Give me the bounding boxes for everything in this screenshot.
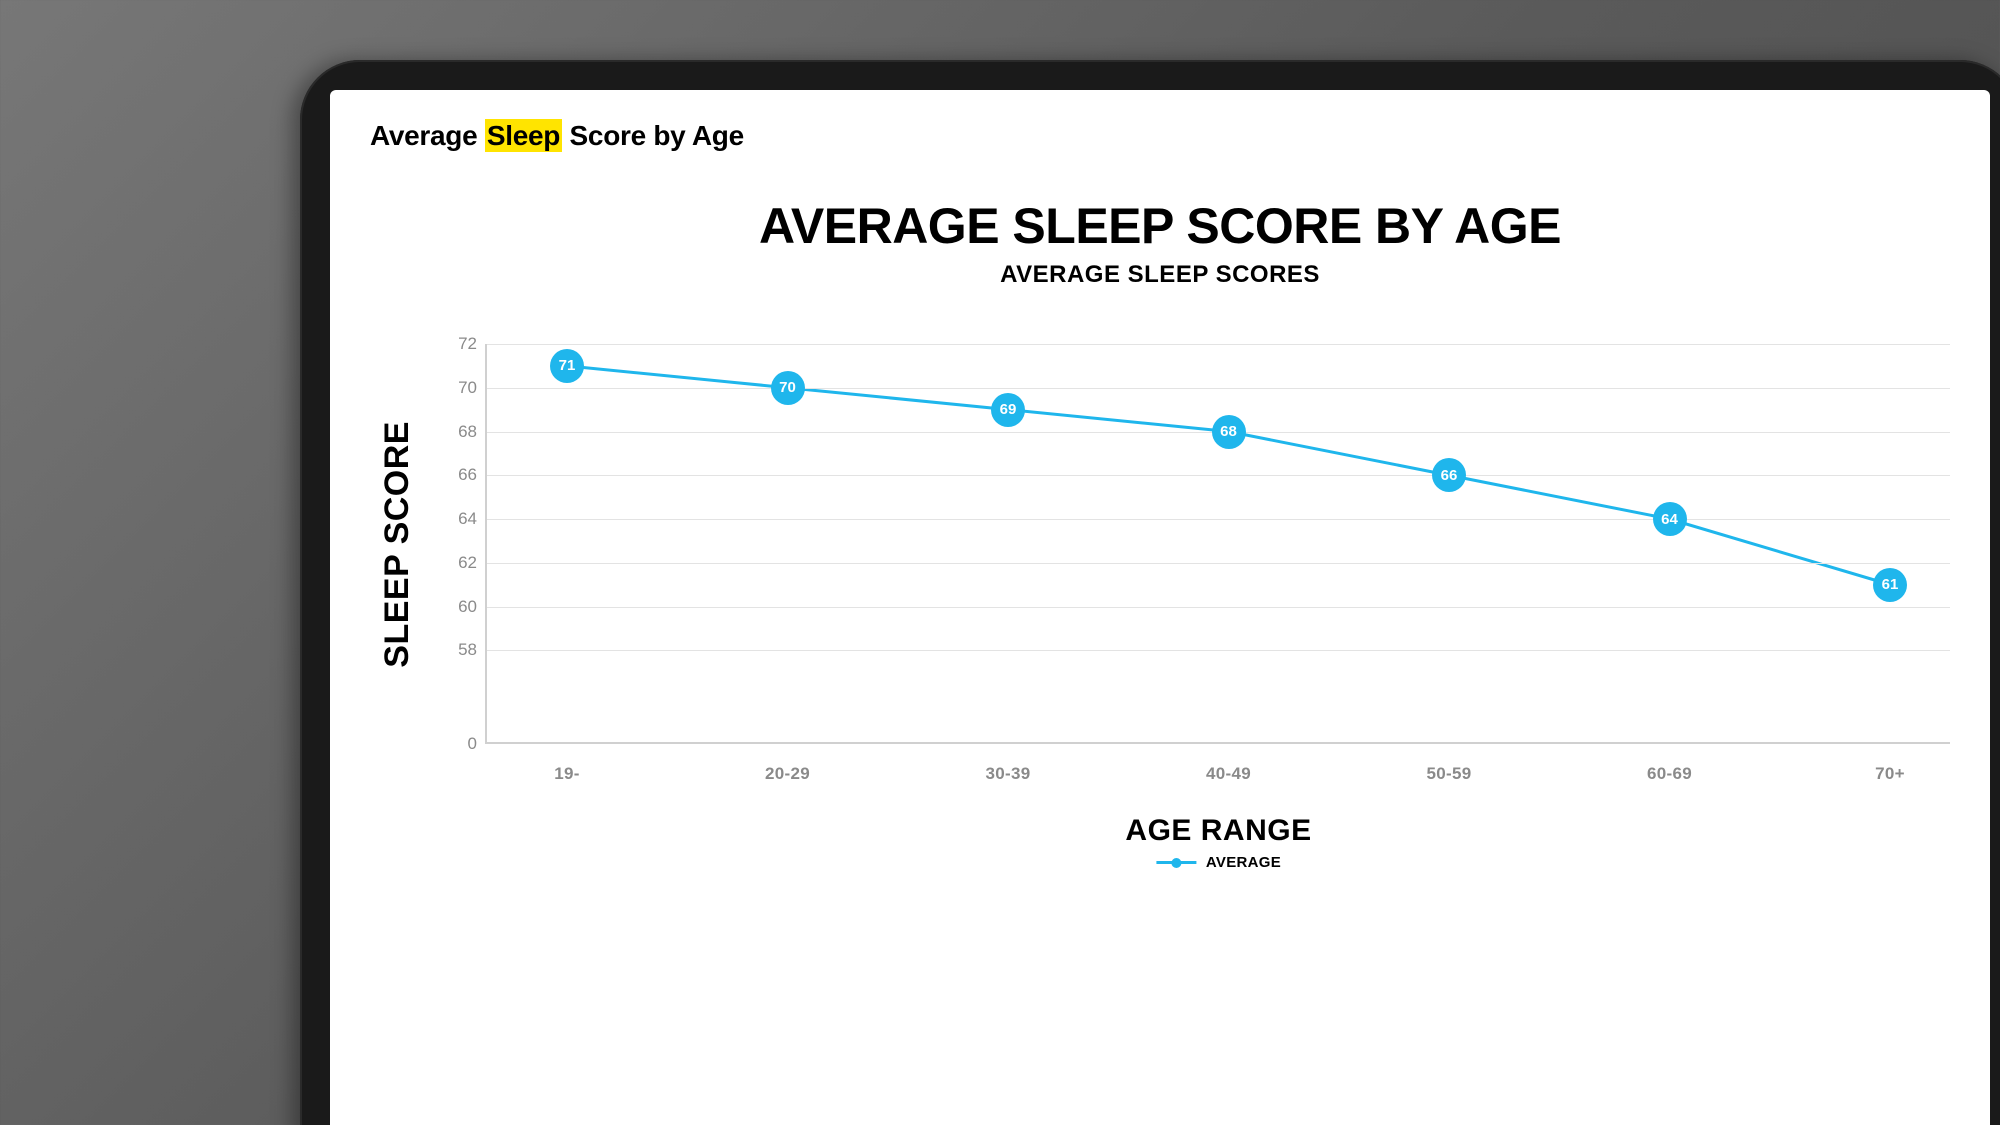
- y-tick-label: 70: [458, 378, 477, 398]
- chart-subtitle: AVERAGE SLEEP SCORES: [370, 261, 1950, 289]
- chart-container: AVERAGE SLEEP SCORE BY AGE AVERAGE SLEEP…: [370, 197, 1950, 904]
- gridline: [487, 650, 1950, 651]
- page-title-pre: Average: [370, 120, 485, 151]
- y-tick-label: 60: [458, 597, 477, 617]
- x-tick-label: 30-39: [986, 764, 1031, 784]
- x-tick-label: 19-: [554, 764, 579, 784]
- data-point: 70: [771, 371, 805, 405]
- data-point: 71: [550, 349, 584, 383]
- data-point: 64: [1653, 502, 1687, 536]
- x-tick-label: 50-59: [1427, 764, 1472, 784]
- gridline: [487, 475, 1950, 476]
- x-tick-label: 40-49: [1206, 764, 1251, 784]
- data-point-marker-icon: 69: [991, 393, 1025, 427]
- line-path-svg: [487, 344, 1950, 742]
- data-point: 69: [991, 393, 1025, 427]
- x-tick-label: 20-29: [765, 764, 810, 784]
- data-point-label: 69: [1000, 401, 1017, 418]
- plot-area: AGE RANGE AVERAGE 19-20-2930-3940-4950-5…: [485, 344, 1950, 744]
- y-tick-label: 64: [458, 509, 477, 529]
- y-axis-title: SLEEP SCORE: [370, 421, 425, 668]
- y-tick-label: 72: [458, 334, 477, 354]
- data-point: 61: [1873, 568, 1907, 602]
- gridline: [487, 388, 1950, 389]
- gridline: [487, 344, 1950, 345]
- y-tick-label: 58: [458, 640, 477, 660]
- data-point-label: 70: [779, 379, 796, 396]
- gridline: [487, 607, 1950, 608]
- y-tick-label: 0: [468, 734, 477, 754]
- data-point-marker-icon: 71: [550, 349, 584, 383]
- data-point-marker-icon: 66: [1432, 458, 1466, 492]
- y-axis-ticks: 05860626466687072: [425, 344, 485, 744]
- y-tick-label: 62: [458, 553, 477, 573]
- y-tick-label: 66: [458, 465, 477, 485]
- gridline: [487, 563, 1950, 564]
- data-point-label: 68: [1220, 423, 1237, 440]
- data-point-label: 66: [1441, 467, 1458, 484]
- x-tick-label: 70+: [1875, 764, 1905, 784]
- data-point-label: 64: [1661, 511, 1678, 528]
- legend-label: AVERAGE: [1206, 854, 1281, 871]
- x-axis-title: AGE RANGE: [1125, 814, 1311, 848]
- x-tick-label: 60-69: [1647, 764, 1692, 784]
- page-title-post: Score by Age: [562, 120, 744, 151]
- legend-line-icon: [1156, 861, 1196, 864]
- chart-body: SLEEP SCORE 05860626466687072 AGE RANGE …: [370, 344, 1950, 904]
- data-point-label: 71: [559, 357, 576, 374]
- legend-dot-icon: [1171, 858, 1181, 868]
- data-point-marker-icon: 70: [771, 371, 805, 405]
- data-point-marker-icon: 68: [1212, 415, 1246, 449]
- legend: AVERAGE: [1156, 854, 1281, 871]
- data-point-label: 61: [1882, 576, 1899, 593]
- page-title: Average Sleep Score by Age: [370, 120, 1950, 152]
- data-point-marker-icon: 61: [1873, 568, 1907, 602]
- gridline: [487, 519, 1950, 520]
- y-tick-label: 68: [458, 422, 477, 442]
- data-point-marker-icon: 64: [1653, 502, 1687, 536]
- data-point: 68: [1212, 415, 1246, 449]
- chart-title: AVERAGE SLEEP SCORE BY AGE: [370, 197, 1950, 255]
- data-point: 66: [1432, 458, 1466, 492]
- page-title-highlight: Sleep: [485, 119, 562, 152]
- laptop-frame: Average Sleep Score by Age AVERAGE SLEEP…: [300, 60, 2000, 1125]
- screen-content: Average Sleep Score by Age AVERAGE SLEEP…: [330, 90, 1990, 1125]
